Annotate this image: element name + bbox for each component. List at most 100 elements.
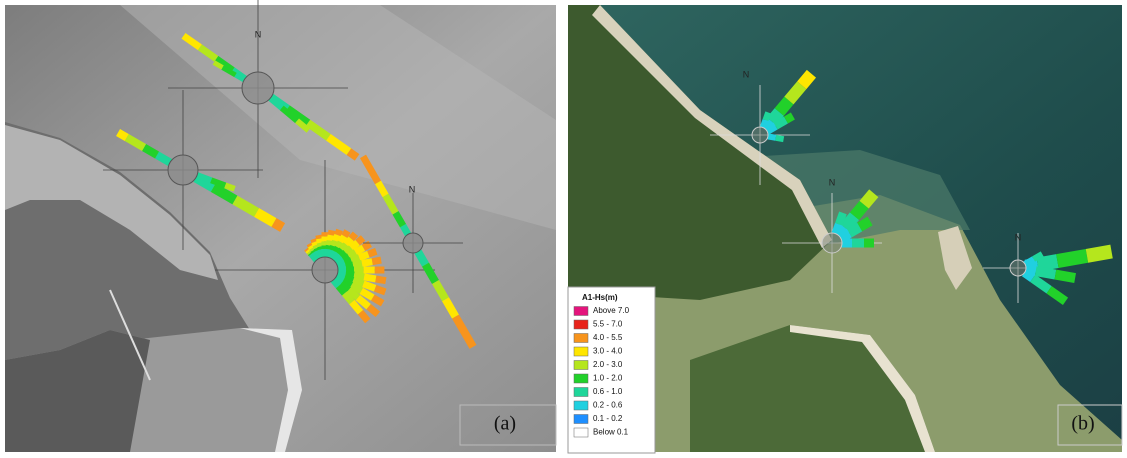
rose-petal bbox=[338, 286, 344, 293]
rose-petal bbox=[363, 244, 370, 248]
rose-petal bbox=[307, 248, 308, 249]
rose-petal bbox=[321, 246, 322, 249]
legend-label: 4.0 - 5.5 bbox=[593, 333, 623, 342]
rose-petal bbox=[776, 138, 784, 139]
rose-petal bbox=[274, 223, 283, 228]
rose-center bbox=[168, 155, 198, 185]
north-label: N bbox=[1015, 232, 1022, 242]
rose-petal bbox=[330, 235, 331, 241]
rose-petal bbox=[345, 231, 348, 236]
rose-petal bbox=[358, 238, 364, 243]
legend: A1-Hs(m) Above 7.0 5.5 - 7.0 4.0 - 5.5 3.0 … bbox=[568, 287, 655, 453]
rose-petal bbox=[1038, 261, 1058, 264]
rose-petal bbox=[320, 243, 321, 247]
legend-label: 2.0 - 3.0 bbox=[593, 360, 623, 369]
rose-petal bbox=[776, 120, 786, 126]
north-label: N bbox=[409, 184, 416, 194]
rose-center bbox=[312, 257, 338, 283]
rose-petal bbox=[346, 239, 351, 245]
legend-swatch bbox=[574, 320, 588, 329]
legend-swatch bbox=[574, 347, 588, 356]
rose-petal bbox=[835, 224, 838, 233]
rose-petal bbox=[403, 226, 408, 235]
rose-petal bbox=[767, 126, 776, 131]
rose-petal bbox=[768, 136, 776, 137]
panel-label: (a) bbox=[494, 413, 516, 435]
rose-petal bbox=[376, 279, 386, 281]
rose-petal bbox=[333, 280, 338, 286]
rose-petal bbox=[839, 213, 843, 224]
rose-petal bbox=[765, 112, 768, 120]
rose-petal bbox=[1036, 271, 1056, 274]
rose-petal bbox=[314, 239, 315, 242]
rose-petal bbox=[316, 245, 317, 248]
rose-petal bbox=[349, 152, 357, 158]
rose-petal bbox=[310, 243, 311, 245]
rose-petal bbox=[341, 236, 345, 242]
rose-petal bbox=[312, 248, 313, 250]
north-label: N bbox=[255, 29, 262, 39]
rose-petal bbox=[362, 262, 372, 264]
rose-petal bbox=[315, 242, 316, 245]
rose-petal bbox=[864, 193, 874, 204]
land-south bbox=[130, 328, 302, 452]
rose-center bbox=[1010, 260, 1026, 276]
rose-petal bbox=[1025, 273, 1033, 279]
rose-petal bbox=[375, 288, 385, 292]
rose-petal bbox=[802, 74, 812, 85]
legend-label: 0.1 - 0.2 bbox=[593, 414, 623, 423]
rose-petal bbox=[331, 230, 332, 235]
legend-label: 1.0 - 2.0 bbox=[593, 374, 623, 383]
rose-petal bbox=[351, 258, 359, 261]
legend-label: 0.6 - 1.0 bbox=[593, 387, 623, 396]
rose-petal bbox=[308, 250, 309, 252]
rose-petal bbox=[225, 185, 234, 188]
rose-petal bbox=[779, 101, 789, 112]
legend-swatch bbox=[574, 334, 588, 343]
rose-petal bbox=[363, 284, 375, 288]
legend-label: Below 0.1 bbox=[593, 428, 629, 437]
legend-label: Above 7.0 bbox=[593, 306, 630, 315]
rose-petal bbox=[368, 251, 376, 254]
rose-petal bbox=[118, 133, 127, 138]
rose-petal bbox=[351, 243, 357, 248]
rose-petal bbox=[354, 275, 364, 277]
rose-petal bbox=[329, 241, 330, 246]
rose-center bbox=[242, 72, 274, 104]
rose-center bbox=[822, 233, 842, 253]
rose-petal bbox=[849, 227, 859, 233]
rose-petal bbox=[860, 221, 870, 227]
rose-petal bbox=[841, 233, 850, 238]
rose-petal bbox=[373, 298, 383, 304]
north-label: N bbox=[829, 177, 836, 187]
legend-label: 5.5 - 7.0 bbox=[593, 320, 623, 329]
north-label: N bbox=[743, 69, 750, 79]
rose-petal bbox=[353, 263, 362, 265]
rose-petal bbox=[336, 235, 338, 241]
rose-center bbox=[752, 127, 768, 143]
legend-swatch bbox=[574, 415, 588, 424]
legend-swatch bbox=[574, 307, 588, 316]
legend-swatch bbox=[574, 361, 588, 370]
rose-petal bbox=[364, 277, 376, 279]
rose-petal bbox=[854, 205, 864, 216]
legend-label: 3.0 - 4.0 bbox=[593, 347, 623, 356]
rose-center bbox=[403, 233, 423, 253]
legend-swatch bbox=[574, 388, 588, 397]
rose-petal bbox=[763, 120, 766, 128]
rose-petal bbox=[1087, 252, 1112, 256]
rose-petal bbox=[338, 230, 340, 235]
legend-label: 0.2 - 0.6 bbox=[593, 401, 623, 410]
legend-swatch bbox=[574, 401, 588, 410]
rose-petal bbox=[359, 254, 368, 257]
panel-label: (b) bbox=[1071, 413, 1094, 435]
rose-petal bbox=[772, 112, 780, 121]
rose-petal bbox=[311, 246, 312, 248]
legend-swatch bbox=[574, 428, 588, 437]
figure: (a) (b) A1-Hs(m) Above 7.0 5.5 - 7.0 4.0 -… bbox=[0, 0, 1127, 458]
rose-petal bbox=[351, 234, 355, 239]
rose-petal bbox=[346, 265, 353, 266]
legend-swatch bbox=[574, 374, 588, 383]
legend-title: A1-Hs(m) bbox=[582, 293, 618, 302]
rose-petal bbox=[319, 235, 320, 239]
